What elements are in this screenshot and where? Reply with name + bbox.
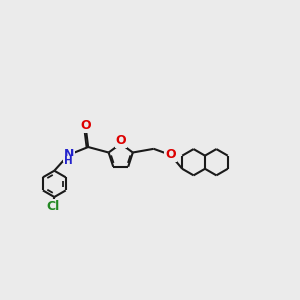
Text: O: O <box>81 119 92 132</box>
Text: H: H <box>64 156 73 167</box>
Text: O: O <box>165 148 176 161</box>
Text: N: N <box>64 148 74 161</box>
Text: Cl: Cl <box>46 200 59 213</box>
Text: O: O <box>116 134 126 147</box>
